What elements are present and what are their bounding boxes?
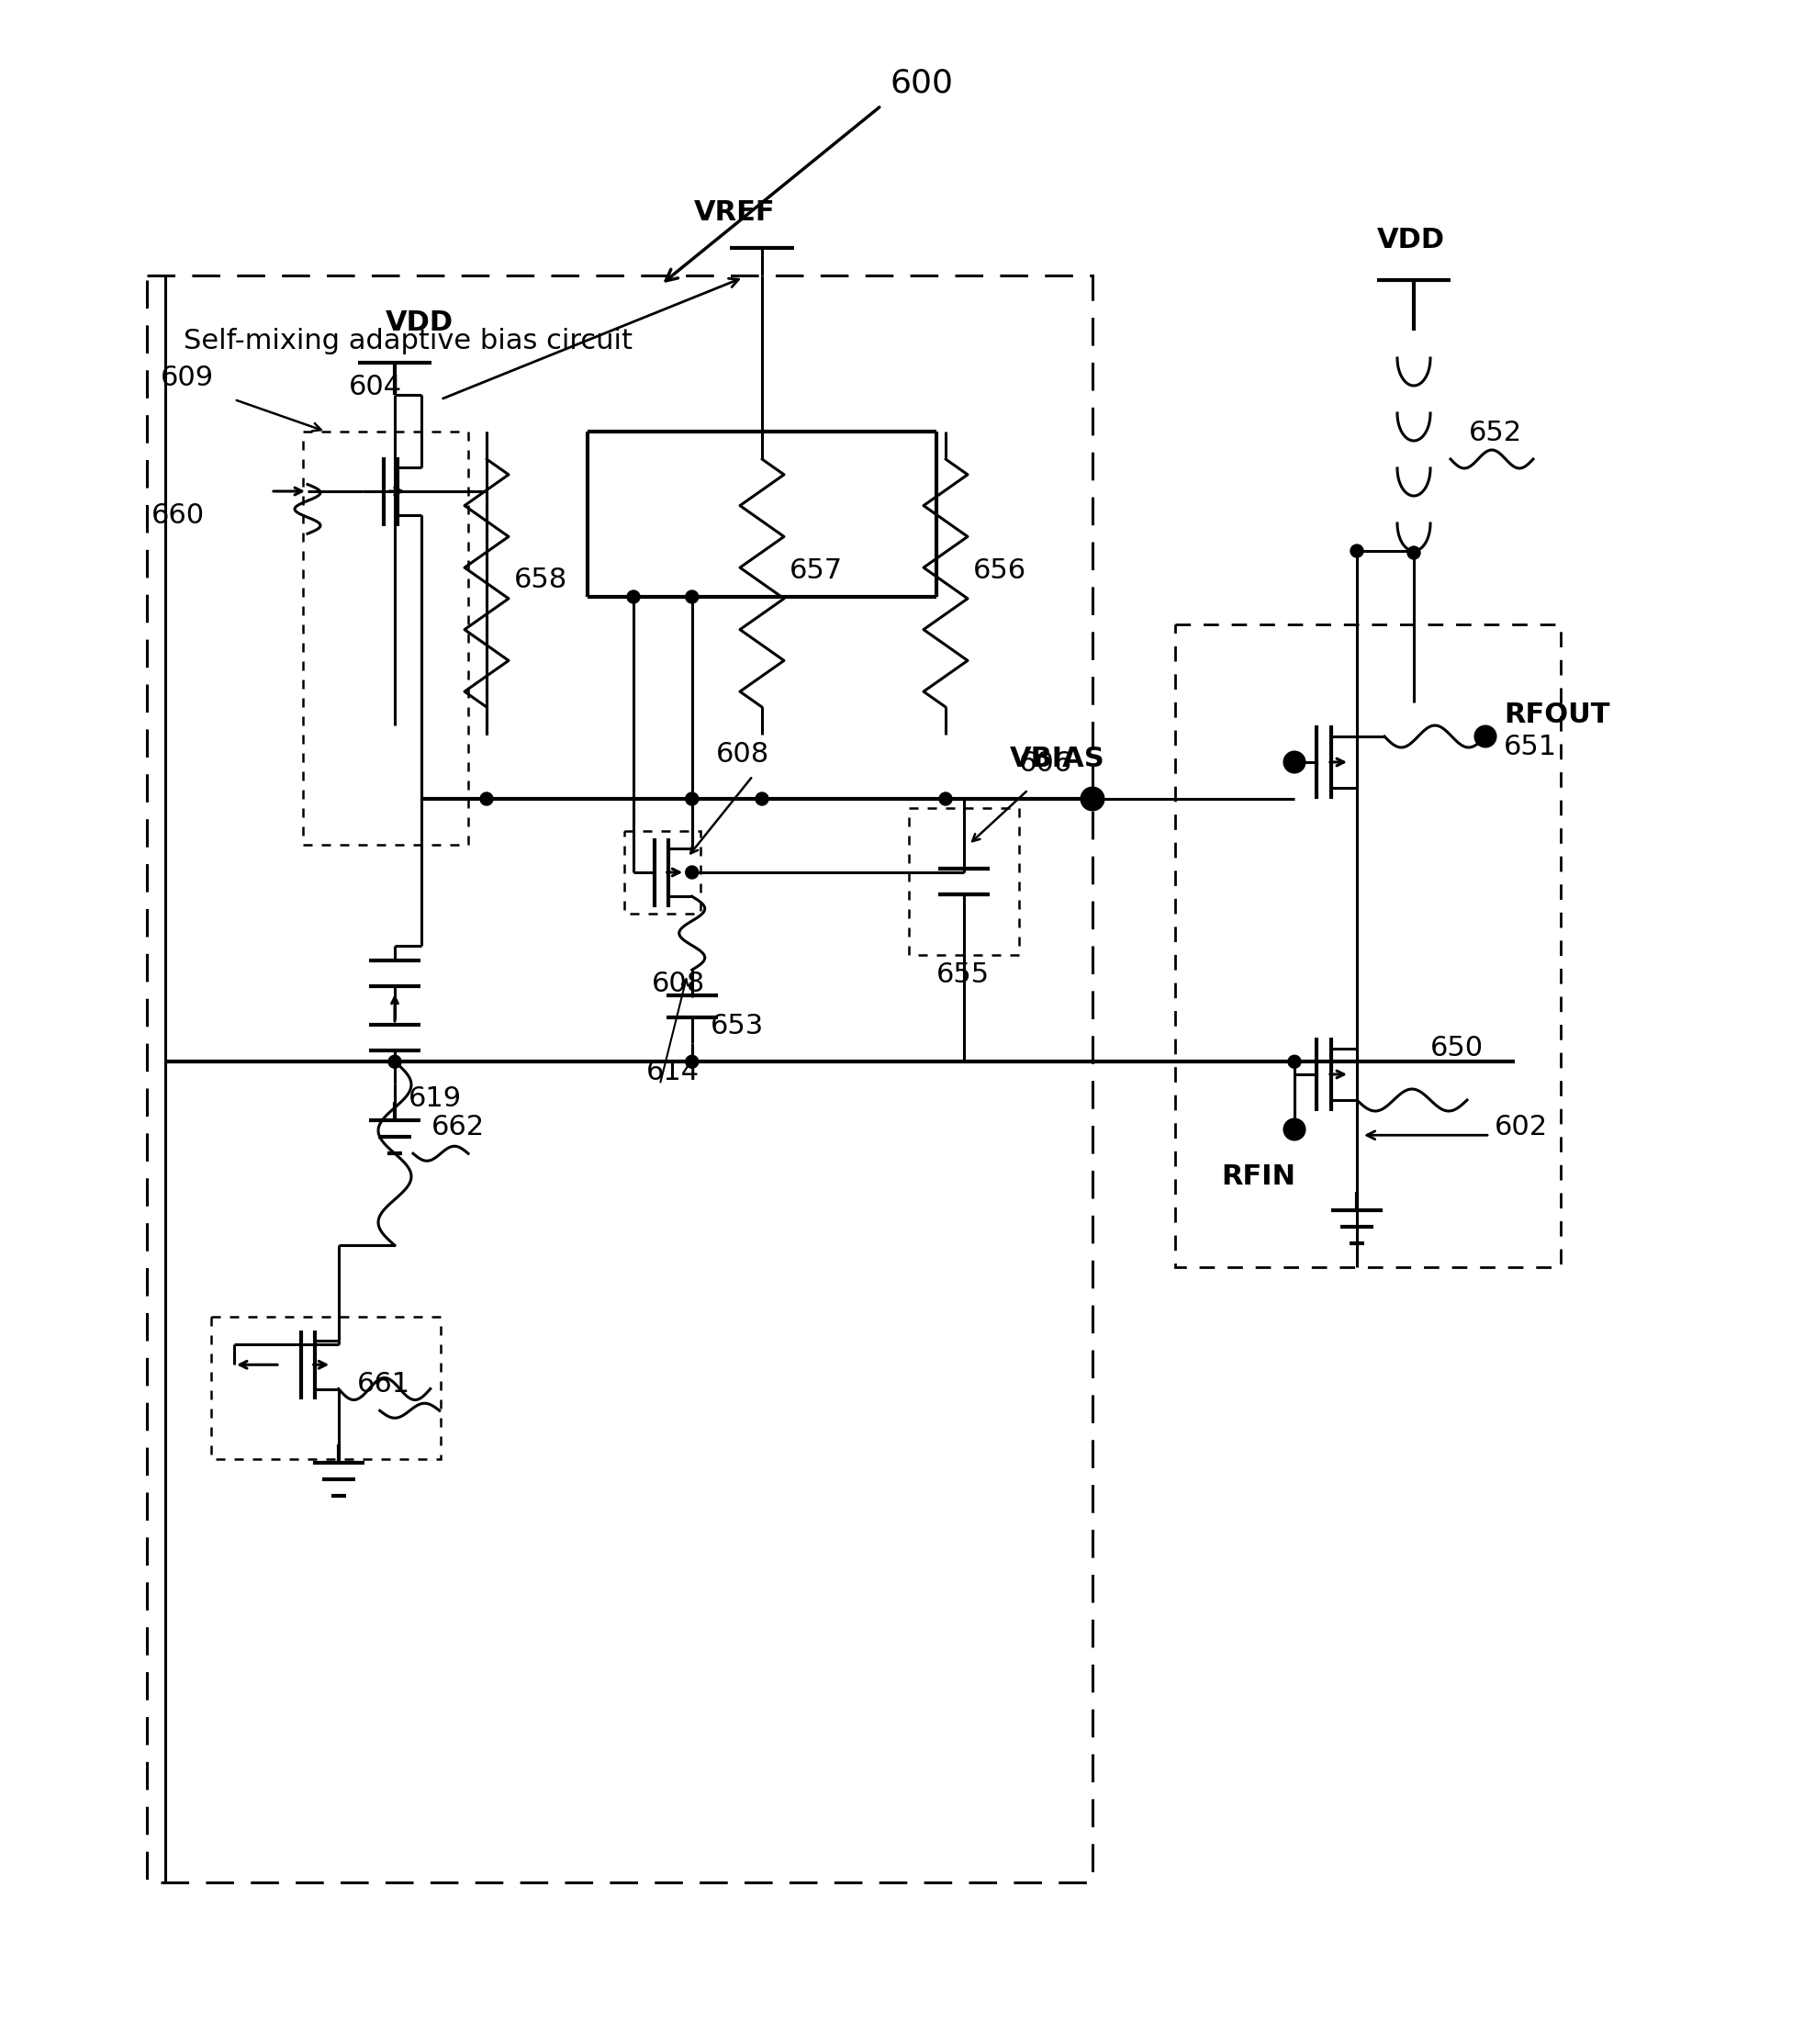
Circle shape xyxy=(1350,544,1363,558)
Circle shape xyxy=(686,867,699,879)
Text: Self-mixing adaptive bias circuit: Self-mixing adaptive bias circuit xyxy=(183,327,633,354)
Bar xyxy=(624,832,701,914)
Circle shape xyxy=(481,793,494,805)
Circle shape xyxy=(1082,787,1104,809)
Text: VREF: VREF xyxy=(693,198,775,227)
Text: 608: 608 xyxy=(717,742,770,769)
Bar xyxy=(303,431,468,844)
Bar xyxy=(1174,623,1561,1267)
Text: 658: 658 xyxy=(514,566,568,593)
Text: RFOUT: RFOUT xyxy=(1505,701,1610,728)
Circle shape xyxy=(626,591,641,603)
Circle shape xyxy=(755,793,768,805)
Text: 650: 650 xyxy=(1430,1034,1483,1061)
Text: VDD: VDD xyxy=(1378,227,1445,253)
Circle shape xyxy=(1285,752,1305,773)
Text: 660: 660 xyxy=(151,503,205,529)
Text: 651: 651 xyxy=(1505,734,1557,760)
Text: 614: 614 xyxy=(646,1059,699,1085)
Circle shape xyxy=(686,1055,699,1069)
Circle shape xyxy=(938,793,953,805)
Circle shape xyxy=(1476,726,1496,746)
Bar xyxy=(909,807,1018,955)
Circle shape xyxy=(1285,1120,1305,1141)
Text: 653: 653 xyxy=(710,1014,764,1040)
Text: 602: 602 xyxy=(1494,1114,1548,1141)
Circle shape xyxy=(388,1055,401,1069)
Text: 656: 656 xyxy=(973,558,1027,585)
Text: 600: 600 xyxy=(891,67,955,98)
Text: 604: 604 xyxy=(348,374,403,401)
Text: 609: 609 xyxy=(162,364,214,390)
Text: 662: 662 xyxy=(432,1114,485,1141)
Text: 606: 606 xyxy=(1018,750,1073,777)
Text: 619: 619 xyxy=(408,1085,461,1112)
Text: 652: 652 xyxy=(1468,419,1523,446)
Circle shape xyxy=(1407,546,1419,560)
Text: 657: 657 xyxy=(790,558,842,585)
Text: 608: 608 xyxy=(652,971,706,997)
Bar xyxy=(147,276,1093,1883)
Text: VBIAS: VBIAS xyxy=(1009,746,1105,773)
Text: VDD: VDD xyxy=(385,309,454,335)
Text: 661: 661 xyxy=(358,1372,410,1398)
Bar xyxy=(211,1316,441,1459)
Circle shape xyxy=(1289,1055,1301,1069)
Circle shape xyxy=(686,793,699,805)
Text: 655: 655 xyxy=(937,961,989,987)
Circle shape xyxy=(686,591,699,603)
Text: RFIN: RFIN xyxy=(1221,1163,1296,1190)
